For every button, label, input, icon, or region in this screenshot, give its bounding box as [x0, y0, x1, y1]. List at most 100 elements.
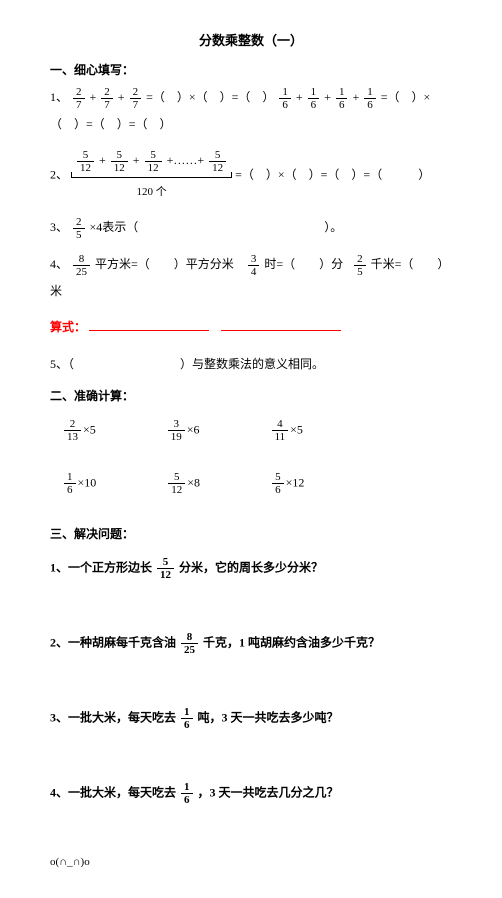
p3-fd: 5: [73, 229, 85, 241]
suanshi-row: 算式：: [50, 314, 452, 340]
p4-frac1: 825: [73, 253, 90, 278]
q4n: 1: [181, 781, 193, 794]
p4-f3d: 5: [354, 266, 366, 278]
p2-f3n: 5: [145, 149, 162, 162]
p4-num: 4、: [50, 257, 68, 271]
section2-heading: 二、准确计算：: [50, 387, 452, 404]
p1-f5-num: 1: [308, 86, 320, 99]
q1d: 12: [157, 569, 174, 581]
q2d: 25: [181, 644, 198, 656]
p1-f6-den: 6: [336, 99, 348, 111]
p1-f2-num: 2: [101, 86, 113, 99]
q3d: 6: [181, 719, 193, 731]
p4-f2n: 3: [248, 253, 260, 266]
c4m: ×10: [78, 476, 97, 490]
c6m: ×12: [286, 476, 305, 490]
c2m: ×6: [187, 422, 200, 436]
p2-frac4: 512: [209, 149, 226, 174]
p1-f4-num: 1: [279, 86, 291, 99]
p5-text: ）与整数乘法的意义相同。: [180, 357, 324, 371]
c3m: ×5: [290, 422, 303, 436]
p2-frac1: 512: [77, 149, 94, 174]
calc-3: 411×5: [270, 418, 303, 443]
q4d: 6: [181, 794, 193, 806]
p2-brace: 512 + 512 + 512 +……+ 512 120 个: [71, 147, 232, 204]
p1-f7-num: 1: [364, 86, 376, 99]
calc-row-2: 16×10 512×8 5 6 ×12: [62, 471, 452, 496]
q1n: 5: [157, 556, 174, 569]
p5-num: 5、（: [50, 357, 74, 371]
p4-f2d: 4: [248, 266, 260, 278]
q4a: 4、一批大米，每天吃去: [50, 785, 176, 799]
calc-row-1: 213×5 319×6 411×5: [62, 418, 452, 443]
c2d: 19: [168, 431, 185, 443]
p1-frac5: 16: [308, 86, 320, 111]
q1b: 分米，它的周长多少分米？: [179, 560, 323, 574]
p3-num: 3、: [50, 220, 68, 234]
word-problem-2: 2、一种胡麻每千克含油 825 千克，1 吨胡麻约含油多少千克？: [50, 631, 452, 656]
q3n: 1: [181, 706, 193, 719]
page-title: 分数乘整数（一）: [50, 30, 452, 49]
q4b: ，3 天一共吃去几分之几？: [198, 785, 339, 799]
c4n: 1: [64, 471, 76, 484]
c5d: 12: [168, 484, 185, 496]
p2-dots: +……+: [167, 153, 205, 167]
c4d: 6: [64, 484, 76, 496]
p3-t1: ×4表示（: [90, 220, 139, 234]
p2-frac3: 512: [145, 149, 162, 174]
p1-frac6: 16: [336, 86, 348, 111]
p4-t2: ）平方分米: [174, 257, 234, 271]
q1a: 1、一个正方形边长: [50, 560, 152, 574]
p1-f2-den: 7: [101, 99, 113, 111]
p1-f1-num: 2: [73, 86, 85, 99]
calc-1: 213×5: [62, 418, 96, 443]
p1-frac4: 16: [279, 86, 291, 111]
p4-f3n: 2: [354, 253, 366, 266]
suanshi-label: 算式：: [50, 320, 86, 334]
q2b: 千克，1 吨胡麻约含油多少千克？: [203, 635, 380, 649]
p2-num: 2、: [50, 168, 68, 182]
p1-f3-den: 7: [130, 99, 142, 111]
c6n: 5: [272, 471, 284, 484]
calc-5: 512×8: [166, 471, 200, 496]
p1-num: 1、: [50, 90, 68, 104]
p4-frac3: 25: [354, 253, 366, 278]
footer-emoji: o(∩_∩)o: [50, 856, 452, 868]
section3-heading: 三、解决问题：: [50, 525, 452, 542]
p4-t1: 平方米=（: [95, 257, 150, 271]
p1-mid1: =（ ）×（ ）=（ ）: [146, 90, 274, 104]
q3b: 吨，3 天一共吃去多少吨？: [198, 710, 339, 724]
problem-1: 1、 27 + 27 + 27 =（ ）×（ ）=（ ） 16 + 16 + 1…: [50, 84, 452, 137]
problem-3: 3、 25 ×4表示（ ）。: [50, 214, 452, 241]
p4-frac2: 34: [248, 253, 260, 278]
q2n: 8: [181, 631, 198, 644]
p1-f7-den: 6: [364, 99, 376, 111]
p2-f1n: 5: [77, 149, 94, 162]
p1-f1-den: 7: [73, 99, 85, 111]
word-problem-3: 3、一批大米，每天吃去 16 吨，3 天一共吃去多少吨？: [50, 706, 452, 731]
p4-f1d: 25: [73, 266, 90, 278]
problem-4: 4、 825 平方米=（）平方分米 34 时=（）分 25 千米=（）米: [50, 251, 452, 304]
p1-f5-den: 6: [308, 99, 320, 111]
suanshi-blank1: [89, 318, 209, 331]
q3a: 3、一批大米，每天吃去: [50, 710, 176, 724]
p1-f4-den: 6: [279, 99, 291, 111]
p4-t5: 千米=（: [371, 257, 414, 271]
word-problem-1: 1、一个正方形边长 512 分米，它的周长多少分米？: [50, 556, 452, 581]
calc-2: 319×6: [166, 418, 200, 443]
p4-f1n: 8: [73, 253, 90, 266]
calc-4: 16×10: [62, 471, 96, 496]
p1-f3-num: 2: [130, 86, 142, 99]
section1-heading: 一、细心填写：: [50, 61, 452, 78]
p2-rhs: =（ ）×（ ）=（ ）=（ ）: [235, 168, 430, 182]
c2n: 3: [168, 418, 185, 431]
p1-frac2: 27: [101, 86, 113, 111]
p3-t2: ）。: [324, 220, 342, 234]
word-problem-4: 4、一批大米，每天吃去 16 ，3 天一共吃去几分之几？: [50, 781, 452, 806]
p3-fn: 2: [73, 216, 85, 229]
p3-frac: 25: [73, 216, 85, 241]
c3n: 4: [272, 418, 289, 431]
q2a: 2、一种胡麻每千克含油: [50, 635, 176, 649]
p2-f2n: 5: [111, 149, 128, 162]
c1d: 13: [64, 431, 81, 443]
